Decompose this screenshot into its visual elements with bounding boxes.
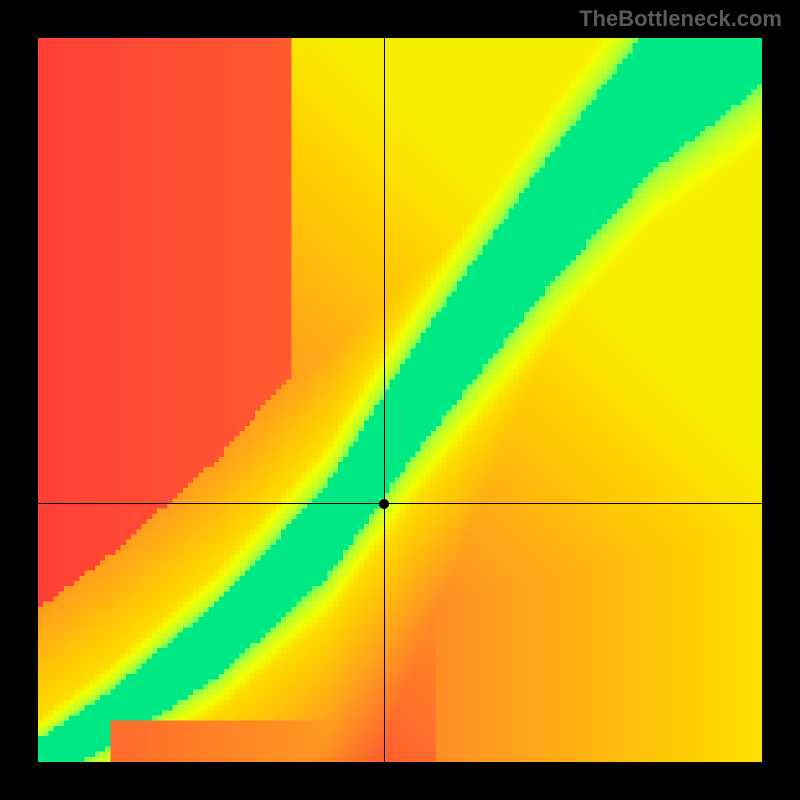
heatmap-canvas <box>38 38 762 762</box>
crosshair-marker <box>379 499 389 509</box>
crosshair-vertical <box>384 38 385 762</box>
chart-container: TheBottleneck.com <box>0 0 800 800</box>
attribution-text: TheBottleneck.com <box>579 6 782 32</box>
crosshair-horizontal <box>38 503 762 504</box>
